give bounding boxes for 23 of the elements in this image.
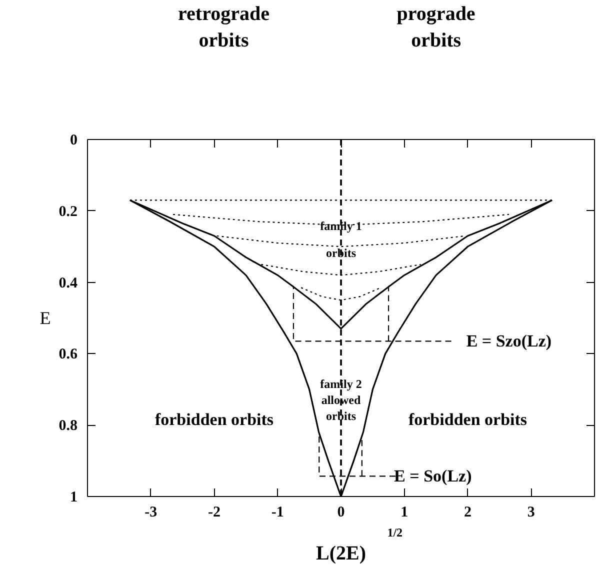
x-tick-label: 3 [527, 504, 535, 520]
x-tick-label: -2 [208, 504, 220, 520]
annotation: E = Szo(Lz) [466, 332, 552, 351]
x-tick-label: -3 [144, 504, 158, 520]
y-axis-title: E [40, 308, 51, 328]
y-tick-label: 0.2 [58, 204, 78, 220]
annotation: forbidden orbits [154, 410, 274, 430]
y-tick-label: 1 [70, 490, 78, 506]
text: prograde orbits [396, 3, 476, 52]
y-tick-label: 0.4 [58, 275, 78, 292]
annotation: family 2 allowed orbits [320, 377, 362, 424]
y-tick-label: 0 [70, 132, 78, 148]
y-tick-label: 0.6 [58, 346, 78, 363]
x-axis-title: L(2E) [316, 542, 366, 564]
x-tick-label: 2 [464, 504, 472, 520]
x-tick-label: 0 [337, 504, 345, 520]
annotation: forbidden orbits [408, 410, 528, 430]
y-tick-label: 0.8 [58, 418, 78, 434]
annotation: E = So(Lz) [394, 466, 472, 486]
text: 1/2 [387, 526, 403, 540]
text: retrograde orbits [178, 3, 270, 52]
x-tick-label: -1 [271, 504, 284, 520]
x-tick-label: 1 [400, 504, 408, 520]
